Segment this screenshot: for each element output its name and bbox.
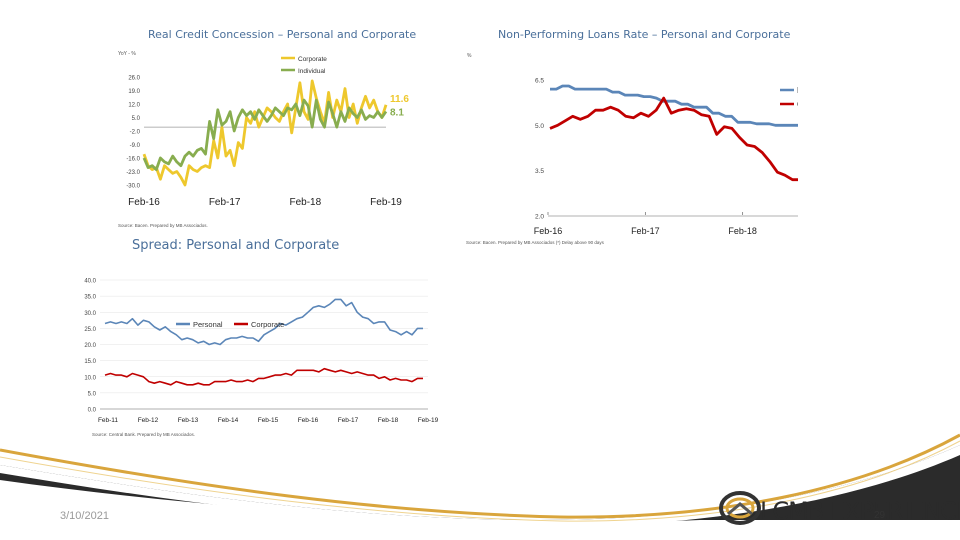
spread-xtick: Feb-15 [258, 417, 279, 424]
spread-ytick: 20.0 [84, 343, 96, 349]
spread-chart: 40.0 35.0 30.0 25.0 20.0 15.0 10.0 5.0 0.0Feb-11… [84, 279, 439, 425]
footer-white-area [0, 480, 960, 540]
spread-ytick: 0.0 [88, 408, 97, 414]
npl-legend-label: Corporate [797, 100, 798, 109]
npl-ytick: 3.5 [535, 168, 544, 175]
npl-title: Non-Performing Loans Rate – Personal and… [498, 28, 791, 41]
npl-xtick: Feb-16 [534, 226, 563, 236]
npl-ytick: 6.5 [535, 78, 544, 85]
real-credit-title: Real Credit Concession – Personal and Co… [148, 28, 417, 41]
real-credit-ytick: -23.0 [126, 170, 140, 176]
spread-source: Source: Central Bank. Prepared by MB Ass… [92, 432, 196, 437]
spread-xtick: Feb-12 [138, 417, 159, 424]
spread-ytick: 15.0 [84, 359, 96, 365]
spread-xtick: Feb-17 [338, 417, 359, 424]
spread-ytick: 35.0 [84, 295, 96, 301]
real-credit-end-label: 11.6 [390, 94, 409, 105]
npl-source: Source: Bacen. Prepared by MB Associados… [466, 240, 604, 245]
real-credit-ytick: -9.0 [130, 143, 141, 149]
npl-series-personal [550, 84, 798, 127]
real-credit-xtick: Feb-17 [209, 197, 241, 208]
real-credit-series-individual [142, 98, 388, 172]
real-credit-ytick: -16.0 [126, 157, 140, 163]
real-credit-xtick: Feb-18 [289, 197, 321, 208]
real-credit-legend-label: Individual [298, 68, 326, 75]
spread-legend-label: Personal [193, 320, 223, 329]
npl-legend-label: Personal [797, 86, 798, 95]
spread-xtick: Feb-14 [218, 417, 239, 424]
real-credit-end-label: 8.1 [390, 108, 404, 119]
logo-text: LCMB EXPERIENCE [760, 497, 960, 525]
spread-xtick: Feb-16 [298, 417, 319, 424]
lcmb-logo-icon [719, 491, 761, 525]
real-credit-ytick: -2.0 [130, 130, 141, 136]
real-credit-ytick: 5.0 [132, 116, 141, 122]
spread-title: Spread: Personal and Corporate [132, 238, 340, 253]
spread-ytick: 30.0 [84, 311, 96, 317]
page-number: 29 [874, 510, 886, 521]
slide-date: 3/10/2021 [60, 510, 109, 522]
real-credit-series-corporate [142, 79, 388, 187]
spread-ytick: 5.0 [88, 391, 97, 397]
real-credit-ytick: 12.0 [128, 103, 140, 109]
real-credit-ytick: -30.0 [126, 184, 140, 190]
real-credit-chart: 26.0 19.0 12.0 5.0 -2.0 -9.0 -16.0 -23.0 -30.0 Fe… [126, 56, 409, 208]
npl-series-corporate [549, 96, 798, 182]
spread-xtick: Feb-18 [378, 417, 399, 424]
npl-ytick: 5.0 [535, 123, 544, 130]
real-credit-source: Source: Bacen. Prepared by MB Associados… [118, 223, 208, 228]
spread-xtick: Feb-11 [98, 417, 118, 424]
real-credit-xtick: Feb-16 [128, 197, 160, 208]
real-credit-ytick: 19.0 [128, 89, 140, 95]
real-credit-ylabel: YoY - % [118, 51, 136, 57]
spread-series-corporate [104, 367, 423, 386]
npl-xtick: Feb-17 [631, 226, 660, 236]
npl-chart: 6.55.03.52.0Feb-16Feb-17Feb-18Feb-19Pers… [534, 78, 798, 236]
spread-legend-label: Corporate [251, 320, 284, 329]
spread-series-personal [104, 298, 423, 346]
spread-xtick: Feb-13 [178, 417, 199, 424]
real-credit-legend-label: Corporate [298, 56, 327, 63]
npl-ylabel: % [467, 53, 472, 59]
real-credit-ytick: 26.0 [128, 76, 140, 82]
npl-ytick: 2.0 [535, 214, 544, 221]
spread-ytick: 25.0 [84, 327, 96, 333]
spread-ytick: 40.0 [84, 279, 96, 285]
real-credit-xtick: Feb-19 [370, 197, 402, 208]
spread-xtick: Feb-19 [418, 417, 439, 424]
npl-xtick: Feb-18 [728, 226, 757, 236]
chart-panel: Real Credit Concession – Personal and Co… [66, 20, 798, 447]
spread-ytick: 10.0 [84, 375, 96, 381]
